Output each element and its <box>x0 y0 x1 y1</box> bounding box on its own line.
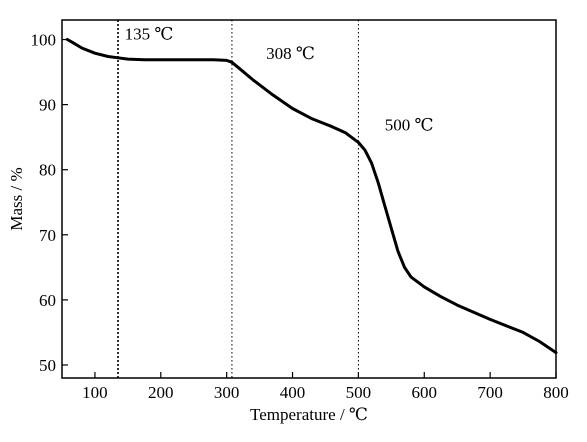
annotation-label: 500 ℃ <box>385 116 434 135</box>
x-tick-label: 700 <box>477 383 503 402</box>
mass-curve <box>65 38 558 355</box>
y-axis: 50 60 70 80 90 100 <box>31 31 68 375</box>
x-axis-title: Temperature / ℃ <box>250 405 368 424</box>
y-axis-title: Mass / % <box>7 167 26 230</box>
x-tick-label: 300 <box>214 383 240 402</box>
series-layer <box>65 38 558 355</box>
x-tick-label: 100 <box>82 383 108 402</box>
plot-area-frame <box>61 19 557 379</box>
x-tick-label: 400 <box>280 383 306 402</box>
annotation-label: 308 ℃ <box>266 44 315 63</box>
y-tick-label: 100 <box>31 31 57 50</box>
y-tick-label: 70 <box>39 226 56 245</box>
y-tick-label: 60 <box>39 291 56 310</box>
annotations: 135 ℃ 308 ℃ 500 ℃ <box>125 25 434 135</box>
x-tick-label: 800 <box>543 383 569 402</box>
x-tick-label: 200 <box>148 383 174 402</box>
transition-lines <box>117 20 359 378</box>
y-tick-label: 90 <box>39 96 56 115</box>
x-tick-label: 600 <box>412 383 438 402</box>
x-axis: 100 200 300 400 500 600 700 800 <box>82 372 569 402</box>
y-tick-label: 50 <box>39 356 56 375</box>
x-tick-label: 500 <box>346 383 372 402</box>
y-tick-label: 80 <box>39 161 56 180</box>
annotation-label: 135 ℃ <box>125 25 174 44</box>
